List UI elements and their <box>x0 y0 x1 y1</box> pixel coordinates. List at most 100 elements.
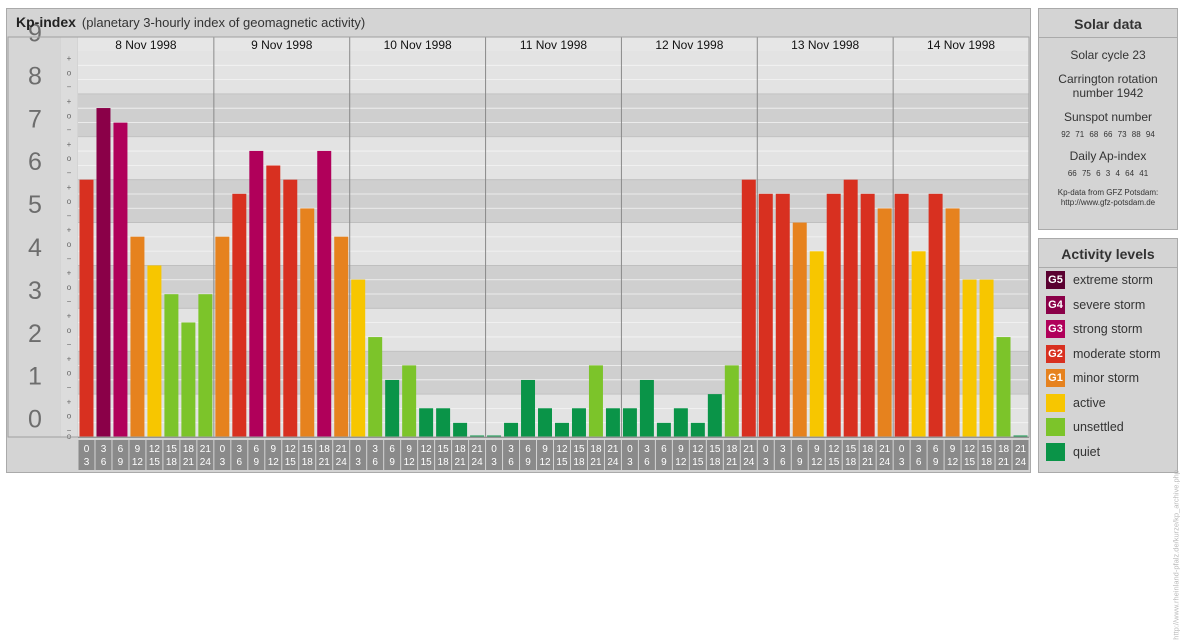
hour-start-label: 6 <box>661 444 667 455</box>
hour-end-label: 3 <box>84 457 90 468</box>
activity-level-minor-storm: G1 minor storm <box>1039 366 1177 391</box>
sunspot-values: 92 71 68 66 73 88 94 <box>1061 130 1155 139</box>
kp-chart: 0123456789+o−+o−+o−+o−+o−+o−+o−+o−+o−o8 … <box>7 20 1030 470</box>
y-band <box>78 51 1029 94</box>
hour-end-label: 15 <box>421 457 433 468</box>
kp-bar <box>113 122 128 437</box>
activity-label: moderate storm <box>1073 346 1161 361</box>
hour-cell <box>842 440 859 470</box>
hour-start-label: 15 <box>573 444 585 455</box>
activity-level-extreme-storm: G5 extreme storm <box>1039 268 1177 293</box>
kp-bar <box>368 337 383 437</box>
y-minor-label: + <box>67 354 72 363</box>
kp-bar <box>215 236 230 437</box>
hour-start-label: 3 <box>508 444 514 455</box>
hour-start-label: 0 <box>220 444 226 455</box>
hour-start-label: 6 <box>797 444 803 455</box>
y-minor-label: o <box>67 197 72 206</box>
y-minor-label: − <box>67 297 72 306</box>
hour-cell <box>944 440 961 470</box>
kp-bar <box>741 179 756 437</box>
hour-cell <box>570 440 587 470</box>
hour-cell <box>418 440 435 470</box>
y-minor-label: + <box>67 140 72 149</box>
hour-end-label: 24 <box>200 457 212 468</box>
hour-cell <box>367 440 384 470</box>
hour-end-label: 24 <box>336 457 348 468</box>
kp-bar <box>758 193 773 437</box>
hour-end-label: 3 <box>355 457 361 468</box>
kp-bar <box>181 322 196 437</box>
hour-start-label: 9 <box>271 444 277 455</box>
hour-start-label: 15 <box>302 444 314 455</box>
activity-levels-list: G5 extreme storm G4 severe storm G3 strong st… <box>1039 268 1177 464</box>
hour-end-label: 3 <box>220 457 226 468</box>
hour-cell <box>1012 440 1029 470</box>
y-minor-label: o <box>67 154 72 163</box>
activity-label: quiet <box>1073 444 1101 459</box>
kp-bar <box>843 179 858 437</box>
hour-end-label: 18 <box>573 457 585 468</box>
hour-cell <box>978 440 995 470</box>
hour-cell <box>299 440 316 470</box>
y-tick-label: 4 <box>28 234 42 262</box>
hour-cell <box>791 440 808 470</box>
hour-start-label: 12 <box>964 444 976 455</box>
kp-bar <box>300 208 315 437</box>
hour-end-label: 6 <box>372 457 378 468</box>
hour-cell <box>995 440 1012 470</box>
kp-bar <box>402 365 417 437</box>
hour-start-label: 18 <box>590 444 602 455</box>
day-label: 11 Nov 1998 <box>520 38 587 52</box>
hour-cell <box>78 440 95 470</box>
hour-start-label: 21 <box>1015 444 1027 455</box>
hour-start-label: 12 <box>285 444 297 455</box>
y-band <box>78 93 1029 137</box>
hour-cell <box>808 440 825 470</box>
source-link[interactable]: http://www.gfz-potsdam.de <box>1060 198 1156 207</box>
kp-bar <box>538 408 552 437</box>
hour-start-label: 18 <box>726 444 738 455</box>
y-minor-label: − <box>67 340 72 349</box>
hour-cell <box>638 440 655 470</box>
hour-end-label: 18 <box>438 457 450 468</box>
kp-bar <box>232 193 247 437</box>
hour-start-label: 3 <box>237 444 243 455</box>
hour-cell <box>604 440 621 470</box>
hour-cell <box>384 440 401 470</box>
hour-cell <box>231 440 248 470</box>
kp-bar <box>385 379 400 437</box>
hour-end-label: 12 <box>539 457 551 468</box>
hour-cell <box>706 440 723 470</box>
kp-bar <box>164 294 179 437</box>
y-minor-label: o <box>67 412 72 421</box>
kp-bar <box>436 408 451 437</box>
hour-cell <box>350 440 367 470</box>
ap-index-label: Daily Ap-index <box>1069 149 1147 163</box>
hour-start-label: 12 <box>421 444 433 455</box>
hour-end-label: 21 <box>726 457 738 468</box>
hour-end-label: 15 <box>285 457 297 468</box>
hour-start-label: 18 <box>183 444 195 455</box>
hour-cell <box>961 440 978 470</box>
hour-start-label: 12 <box>149 444 161 455</box>
hour-end-label: 18 <box>845 457 857 468</box>
plot-border <box>7 36 1030 438</box>
hour-start-label: 21 <box>607 444 619 455</box>
kp-bar <box>639 379 654 437</box>
kp-bar <box>266 165 281 437</box>
kp-bar <box>792 222 807 437</box>
hour-cell <box>927 440 944 470</box>
hour-cell <box>435 440 452 470</box>
kp-bar <box>656 422 671 437</box>
hour-end-label: 24 <box>1015 457 1027 468</box>
activity-swatch: G3 <box>1046 320 1065 339</box>
hour-cell <box>180 440 197 470</box>
y-minor-label: − <box>67 83 72 92</box>
hour-start-label: 0 <box>84 444 90 455</box>
kp-bar <box>198 294 213 437</box>
hour-cell <box>214 440 231 470</box>
kp-bar <box>690 422 705 437</box>
hour-start-label: 0 <box>899 444 905 455</box>
y-minor-label: − <box>67 383 72 392</box>
